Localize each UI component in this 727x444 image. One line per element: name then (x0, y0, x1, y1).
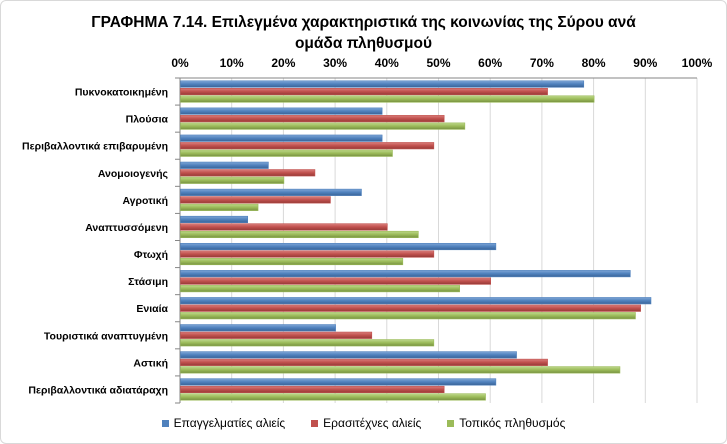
bar-professional (180, 270, 631, 278)
bar-amateur (180, 223, 388, 231)
bar-local (180, 149, 393, 157)
bar-professional (180, 351, 517, 359)
bar-professional (180, 161, 269, 169)
x-tick-label: 100% (682, 56, 713, 70)
category-label: Αγροτική (122, 195, 168, 207)
category-label: Περιβαλλοντικά αδιατάραχη (28, 384, 168, 396)
category-label: Ενιαία (136, 303, 168, 315)
legend-label-local: Τοπικός πληθυσμός (459, 416, 566, 430)
category-label: Ανομοιογενής (98, 168, 169, 180)
bar-amateur (180, 358, 548, 366)
x-tick-label: 20% (271, 56, 295, 70)
legend: Επαγγελματίες αλιείς Ερασιτέχνες αλιείς … (0, 416, 727, 430)
x-tick-label: 80% (582, 56, 606, 70)
legend-label-amateur: Ερασιτέχνες αλιείς (323, 416, 422, 430)
bar-local (180, 339, 435, 347)
category-label: Φτωχή (134, 249, 168, 261)
bar-professional (180, 80, 585, 88)
category-label: Αστική (133, 357, 168, 369)
legend-label-professional: Επαγγελματίες αλιείς (173, 416, 286, 430)
bar-local (180, 230, 419, 239)
category-label: Περιβαλλοντικά επιβαρυμένη (22, 141, 168, 153)
category-label: Πυκνοκατοικημένη (75, 87, 168, 99)
bar-local (180, 203, 259, 211)
x-tick-label: 90% (633, 56, 657, 70)
chart-title-line-2: ομάδα πληθυσμού (294, 35, 433, 52)
legend-item-professional: Επαγγελματίες αλιείς (161, 416, 286, 430)
bar-amateur (180, 385, 445, 394)
bar-professional (180, 378, 497, 386)
bar-local (180, 366, 621, 374)
x-tick-label: 50% (426, 56, 450, 70)
bar-amateur (180, 277, 492, 285)
x-tick-label: 40% (375, 56, 399, 70)
bar-professional (180, 297, 652, 305)
chart-title-line-1: ΓΡΑΦΗΜΑ 7.14. Επιλεγμένα χαρακτηριστικά … (91, 14, 636, 31)
bar-local (180, 285, 460, 293)
x-tick-label: 70% (530, 56, 554, 70)
bar-local (180, 312, 636, 320)
bar-local (180, 176, 285, 184)
legend-swatch-local (447, 419, 455, 427)
bar-amateur (180, 142, 435, 150)
x-tick-label: 60% (478, 56, 502, 70)
bar-professional (180, 107, 383, 115)
legend-swatch-amateur (311, 419, 319, 427)
legend-item-local: Τοπικός πληθυσμός (447, 416, 565, 430)
bar-professional (180, 242, 497, 251)
bar-amateur (180, 331, 373, 339)
bar-amateur (180, 115, 445, 123)
x-tick-label: 10% (220, 56, 244, 70)
bar-amateur (180, 196, 331, 204)
bar-amateur (180, 169, 316, 177)
category-label: Πλούσια (126, 114, 169, 126)
bar-amateur (180, 87, 548, 96)
bar-local (180, 122, 466, 130)
bar-professional (180, 215, 249, 224)
bar-local (180, 393, 486, 401)
x-tick-label: 30% (323, 56, 347, 70)
bar-amateur (180, 304, 641, 312)
bar-professional (180, 324, 336, 332)
bar-professional (180, 188, 362, 196)
bar-amateur (180, 250, 435, 258)
bar-local (180, 95, 595, 103)
category-label: Τουριστικά αναπτυγμένη (44, 330, 168, 342)
category-label: Αναπτυσσόμενη (85, 222, 168, 234)
bar-professional (180, 134, 383, 142)
bar-local (180, 257, 404, 266)
legend-swatch-professional (161, 419, 169, 427)
x-tick-label: 0% (171, 56, 189, 70)
chart-title: ΓΡΑΦΗΜΑ 7.14. Επιλεγμένα χαρακτηριστικά … (0, 12, 727, 54)
category-label: Στάσιμη (128, 276, 168, 288)
legend-item-amateur: Ερασιτέχνες αλιείς (311, 416, 421, 430)
